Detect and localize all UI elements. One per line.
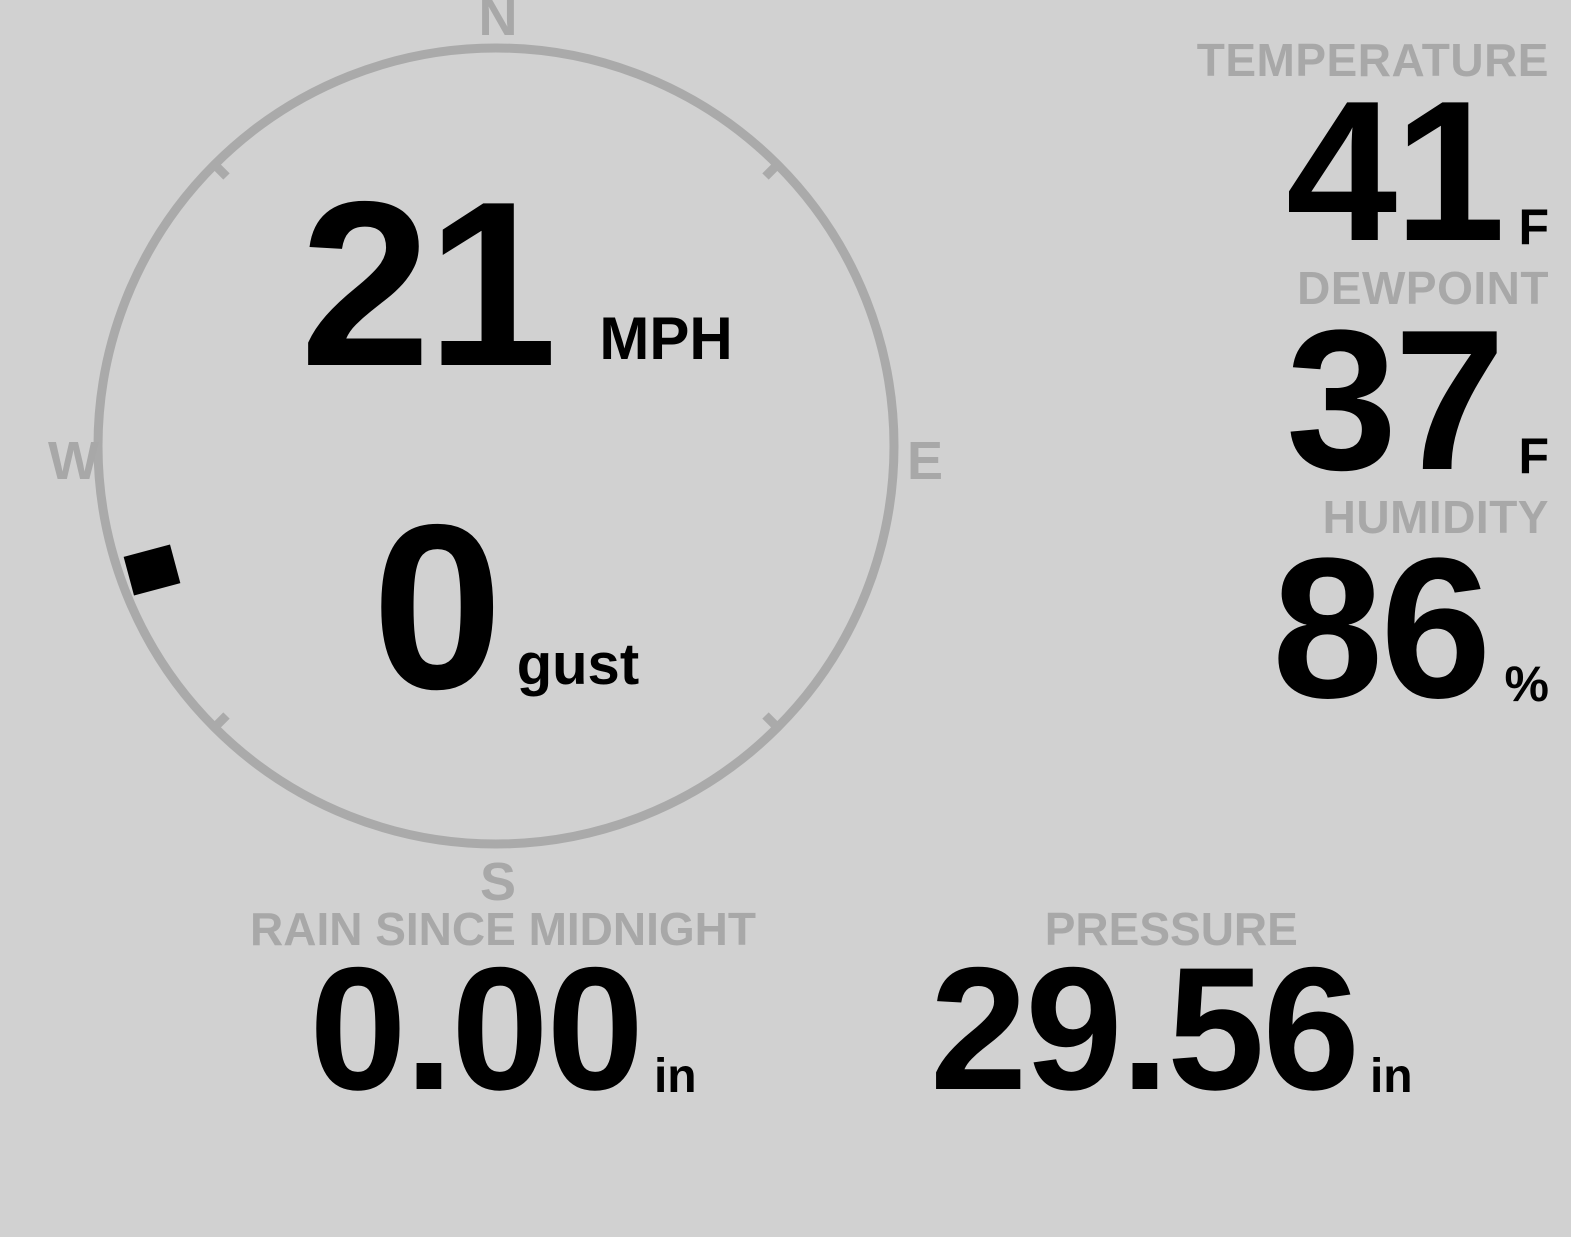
reading-rain-row: 0.00 in <box>309 932 697 1128</box>
reading-dewpoint-value: 37 <box>1285 288 1505 512</box>
reading-dewpoint-title: DEWPOINT <box>1297 262 1549 315</box>
reading-dewpoint-unit: F <box>1518 427 1549 484</box>
reading-dewpoint-row: 37 F <box>1285 288 1549 512</box>
reading-rain-value: 0.00 <box>309 932 644 1128</box>
reading-dewpoint: DEWPOINT 37 F <box>1069 262 1549 512</box>
wind-direction-marker <box>123 544 181 596</box>
reading-temperature-title: TEMPERATURE <box>1196 34 1549 86</box>
wind-gust-readout: 0 gust <box>372 475 640 738</box>
wind-speed-value: 21 <box>300 152 557 415</box>
reading-humidity: HUMIDITY 86 % <box>1069 490 1549 740</box>
reading-pressure-value: 29.56 <box>930 932 1360 1128</box>
reading-pressure: PRESSURE 29.56 in <box>930 903 1413 1128</box>
wind-dial-panel: N S W E 21 MPH 0 gust <box>0 0 1000 920</box>
reading-temperature-row: 41 F <box>1285 60 1549 284</box>
wind-gust-value: 0 <box>372 475 503 738</box>
compass-label-west: W <box>48 431 99 491</box>
reading-rain-since-midnight: RAIN SINCE MIDNIGHT 0.00 in <box>250 903 756 1128</box>
compass-ring-circle <box>93 43 899 849</box>
reading-pressure-row: 29.56 in <box>930 932 1413 1128</box>
readings-column: TEMPERATURE 41 F DEWPOINT 37 F HUMIDITY … <box>1069 34 1549 740</box>
reading-humidity-unit: % <box>1504 655 1549 712</box>
reading-rain-unit: in <box>653 1050 697 1104</box>
reading-humidity-title: HUMIDITY <box>1322 490 1549 543</box>
compass-ring-graphic <box>93 43 899 849</box>
reading-humidity-value: 86 <box>1272 516 1491 740</box>
wind-speed-readout: 21 MPH <box>300 152 733 415</box>
compass-tick-marks <box>210 160 782 732</box>
compass-label-south: S <box>479 852 517 912</box>
reading-temperature-value: 41 <box>1285 60 1505 284</box>
reading-humidity-row: 86 % <box>1272 516 1549 740</box>
reading-temperature: TEMPERATURE 41 F <box>1069 34 1549 284</box>
reading-temperature-unit: F <box>1518 199 1549 256</box>
reading-pressure-title: PRESSURE <box>1044 903 1298 955</box>
wind-speed-unit: MPH <box>599 305 733 373</box>
wind-gust-unit: gust <box>516 632 640 698</box>
compass-label-east: E <box>906 431 944 491</box>
reading-rain-title: RAIN SINCE MIDNIGHT <box>250 903 756 955</box>
compass-label-north: N <box>478 0 518 47</box>
reading-pressure-unit: in <box>1369 1050 1413 1104</box>
